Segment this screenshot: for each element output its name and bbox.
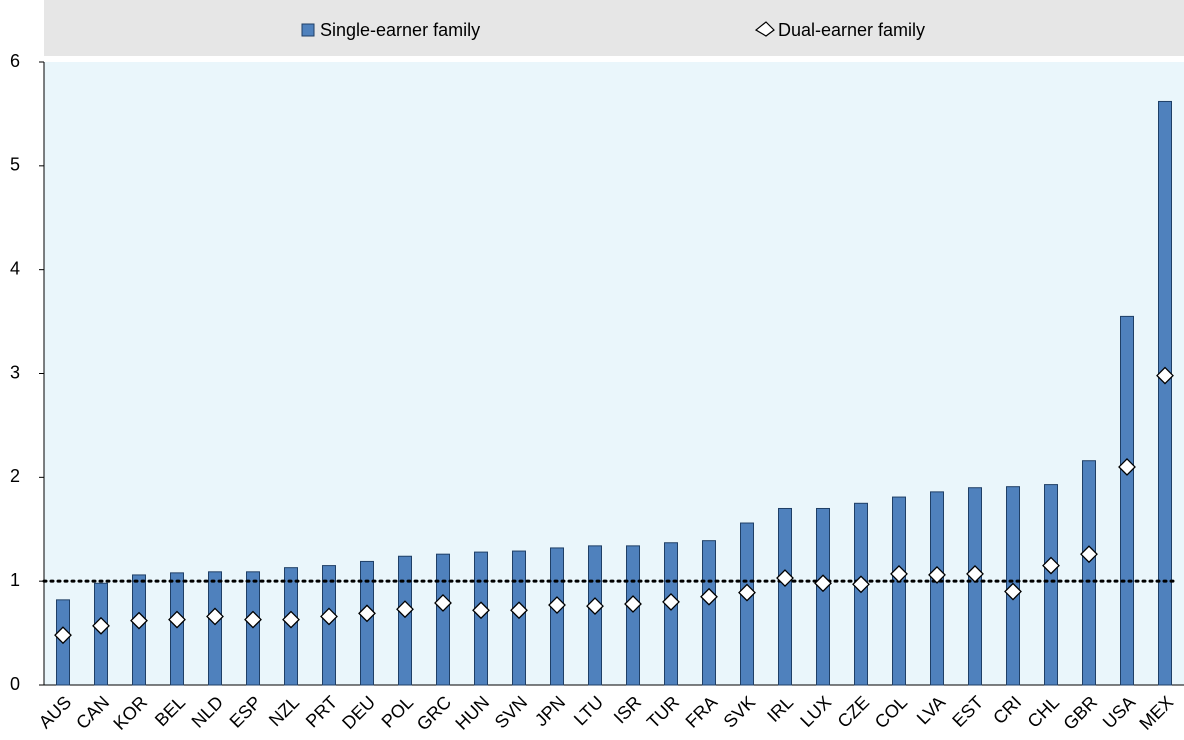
x-tick-label: KOR [109, 692, 151, 734]
x-tick-label: SVK [720, 692, 760, 732]
bar [436, 553, 450, 686]
diamond-marker [168, 610, 186, 629]
bar [550, 547, 564, 686]
legend-label: Dual-earner family [778, 20, 925, 40]
diamond-marker [510, 601, 528, 620]
diamond-marker [624, 595, 642, 613]
diamond-marker [814, 574, 832, 593]
legend-swatch [301, 23, 315, 37]
bar [968, 487, 982, 686]
y-tick-label: 5 [10, 155, 20, 175]
legend-label: Single-earner family [320, 20, 480, 40]
x-tick-label: COL [871, 692, 911, 732]
x-tick-label: AUS [35, 692, 75, 732]
x-tick-label: LUX [796, 692, 835, 731]
bar [170, 572, 184, 686]
bar [1082, 460, 1096, 686]
x-tick-label: LVA [913, 692, 949, 728]
x-tick-label: PRT [302, 692, 341, 731]
diamond-marker [738, 583, 756, 602]
x-tick-label: EST [948, 692, 987, 731]
diamond-marker [92, 616, 110, 635]
diamond-marker [282, 610, 300, 629]
x-tick-label: BEL [151, 692, 189, 730]
x-tick-label: DEU [338, 692, 379, 733]
y-tick-label: 0 [10, 674, 20, 694]
bar [930, 491, 944, 686]
x-tick-label: MEX [1135, 692, 1177, 734]
bar [360, 560, 374, 686]
diamond-marker [1042, 556, 1060, 575]
bar [740, 522, 754, 686]
bar [778, 507, 792, 686]
bar [208, 571, 222, 686]
x-tick-label: GBR [1059, 692, 1101, 734]
x-tick-label: TUR [643, 692, 683, 732]
diamond-marker [54, 626, 72, 645]
bar [132, 574, 146, 686]
diamond-marker [852, 575, 870, 594]
y-tick-label: 1 [10, 570, 20, 590]
diamond-marker [206, 607, 224, 626]
x-tick-label: USA [1099, 692, 1139, 732]
diamond-marker [1004, 582, 1022, 601]
bar [892, 496, 906, 686]
y-tick-label: 6 [10, 51, 20, 71]
legend-band [44, 0, 1184, 56]
x-tick-label: HUN [451, 692, 493, 734]
x-tick-label: IRL [763, 692, 797, 726]
x-tick-label: FRA [682, 692, 722, 732]
diamond-marker [890, 564, 908, 583]
x-tick-label: GRC [413, 692, 455, 734]
diamond-marker [776, 569, 794, 587]
x-tick-label: CHL [1024, 692, 1064, 732]
x-tick-label: POL [378, 692, 418, 732]
bar [626, 545, 640, 686]
y-tick-label: 2 [10, 466, 20, 486]
bar [816, 507, 830, 686]
bar [702, 540, 716, 686]
bar [854, 502, 868, 686]
x-tick-label: CAN [72, 692, 113, 733]
bar [1044, 484, 1058, 686]
diamond-marker [396, 600, 414, 619]
bar [398, 555, 412, 686]
diamond-marker [1156, 366, 1174, 385]
bar [1158, 100, 1172, 686]
diamond-marker [1080, 545, 1098, 564]
diamond-marker [1118, 458, 1136, 476]
x-tick-label: LTU [570, 692, 607, 729]
legend-swatch [754, 21, 775, 37]
x-tick-label: CRI [989, 692, 1025, 728]
x-tick-label: NZL [265, 692, 303, 730]
diamond-marker [358, 604, 376, 623]
diamond-marker [320, 607, 338, 626]
diamond-marker [966, 564, 984, 583]
diamond-marker [130, 611, 148, 630]
diamond-marker [586, 597, 604, 616]
y-tick-label: 4 [10, 258, 20, 278]
x-tick-label: ESP [226, 692, 266, 732]
x-tick-label: NLD [188, 692, 228, 732]
diamond-marker [548, 596, 566, 614]
bar [588, 545, 602, 686]
bar [1120, 315, 1134, 686]
bar [664, 542, 678, 686]
x-tick-label: CZE [834, 692, 874, 732]
diamond-marker [434, 594, 452, 612]
y-tick-label: 3 [10, 362, 20, 382]
diamond-marker [662, 593, 680, 611]
diamond-marker [700, 587, 718, 606]
diamond-marker [928, 566, 946, 584]
diamond-marker [472, 601, 490, 620]
x-tick-label: ISR [610, 692, 645, 727]
x-tick-label: JPN [531, 692, 569, 730]
x-tick-label: SVN [491, 692, 531, 732]
diamond-marker [244, 610, 262, 629]
